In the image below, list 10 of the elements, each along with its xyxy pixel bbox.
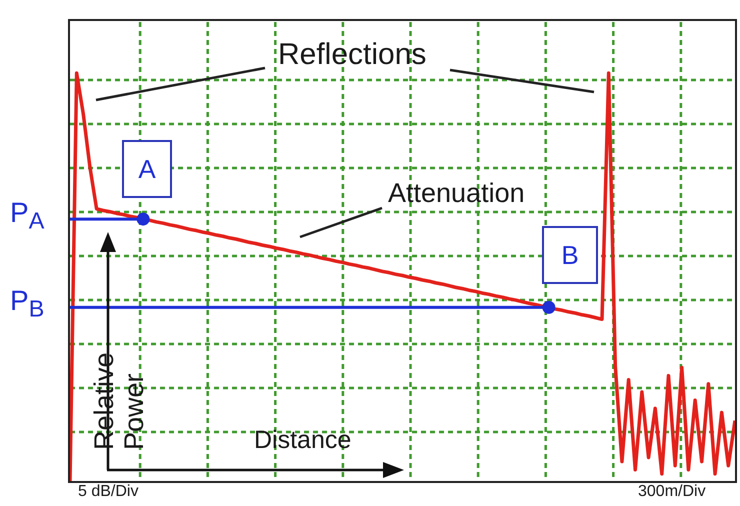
ref-line-label: P$_{B}$ bbox=[10, 285, 44, 323]
text: 5 dB/Div bbox=[78, 483, 138, 500]
annotation: Relative Power bbox=[89, 351, 150, 450]
annotation: Attenuation bbox=[388, 178, 525, 208]
annotation: Distance bbox=[254, 426, 352, 454]
text: Reflections bbox=[278, 38, 426, 71]
annotation: A bbox=[122, 140, 172, 198]
text: 300m/Div bbox=[638, 483, 706, 500]
annotation: B bbox=[542, 226, 598, 284]
ref-line-label: P$_{A}$ bbox=[10, 197, 44, 235]
